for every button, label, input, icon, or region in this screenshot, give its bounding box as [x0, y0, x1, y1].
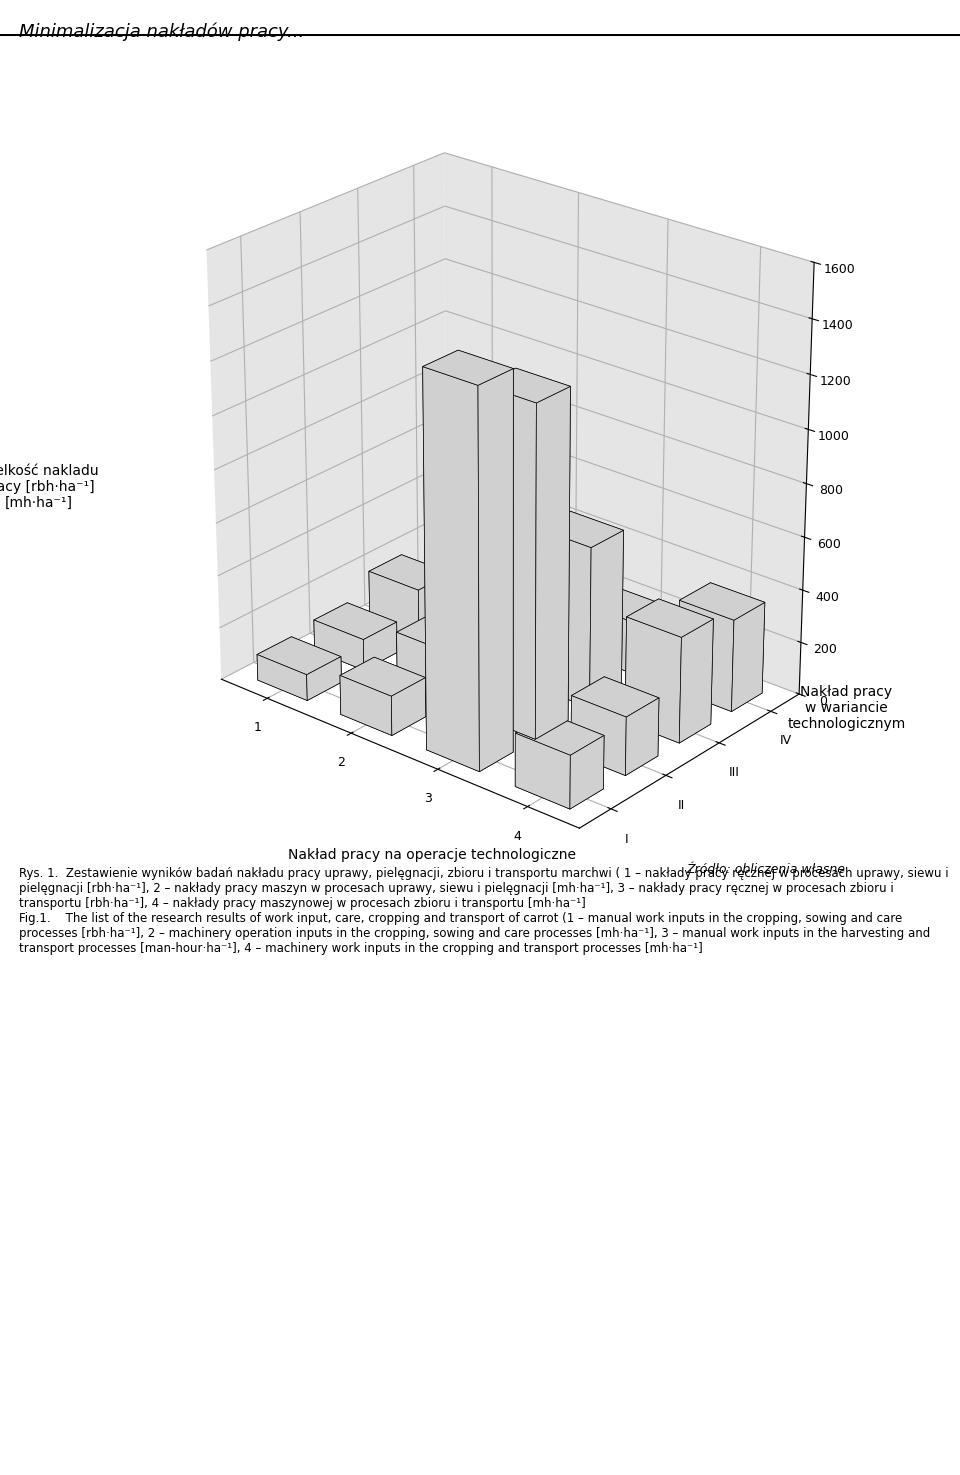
- Text: Źródło: obliczenia własne: Źródło: obliczenia własne: [685, 863, 845, 876]
- Text: Minimalizacja nakładów pracy...: Minimalizacja nakładów pracy...: [19, 22, 304, 41]
- Text: Rys. 1.  Zestawienie wyników badań nakładu pracy uprawy, pielęgnacji, zbioru i t: Rys. 1. Zestawienie wyników badań nakład…: [19, 867, 948, 956]
- Text: Nakład pracy
w wariancie
technologicznym: Nakład pracy w wariancie technologicznym: [787, 684, 905, 732]
- Text: Wielkość nakladu
pracy [rbh·ha⁻¹]
[mh·ha⁻¹]: Wielkość nakladu pracy [rbh·ha⁻¹] [mh·ha…: [0, 463, 99, 510]
- Text: Nakład pracy na operacje technologiczne: Nakład pracy na operacje technologiczne: [288, 848, 576, 861]
